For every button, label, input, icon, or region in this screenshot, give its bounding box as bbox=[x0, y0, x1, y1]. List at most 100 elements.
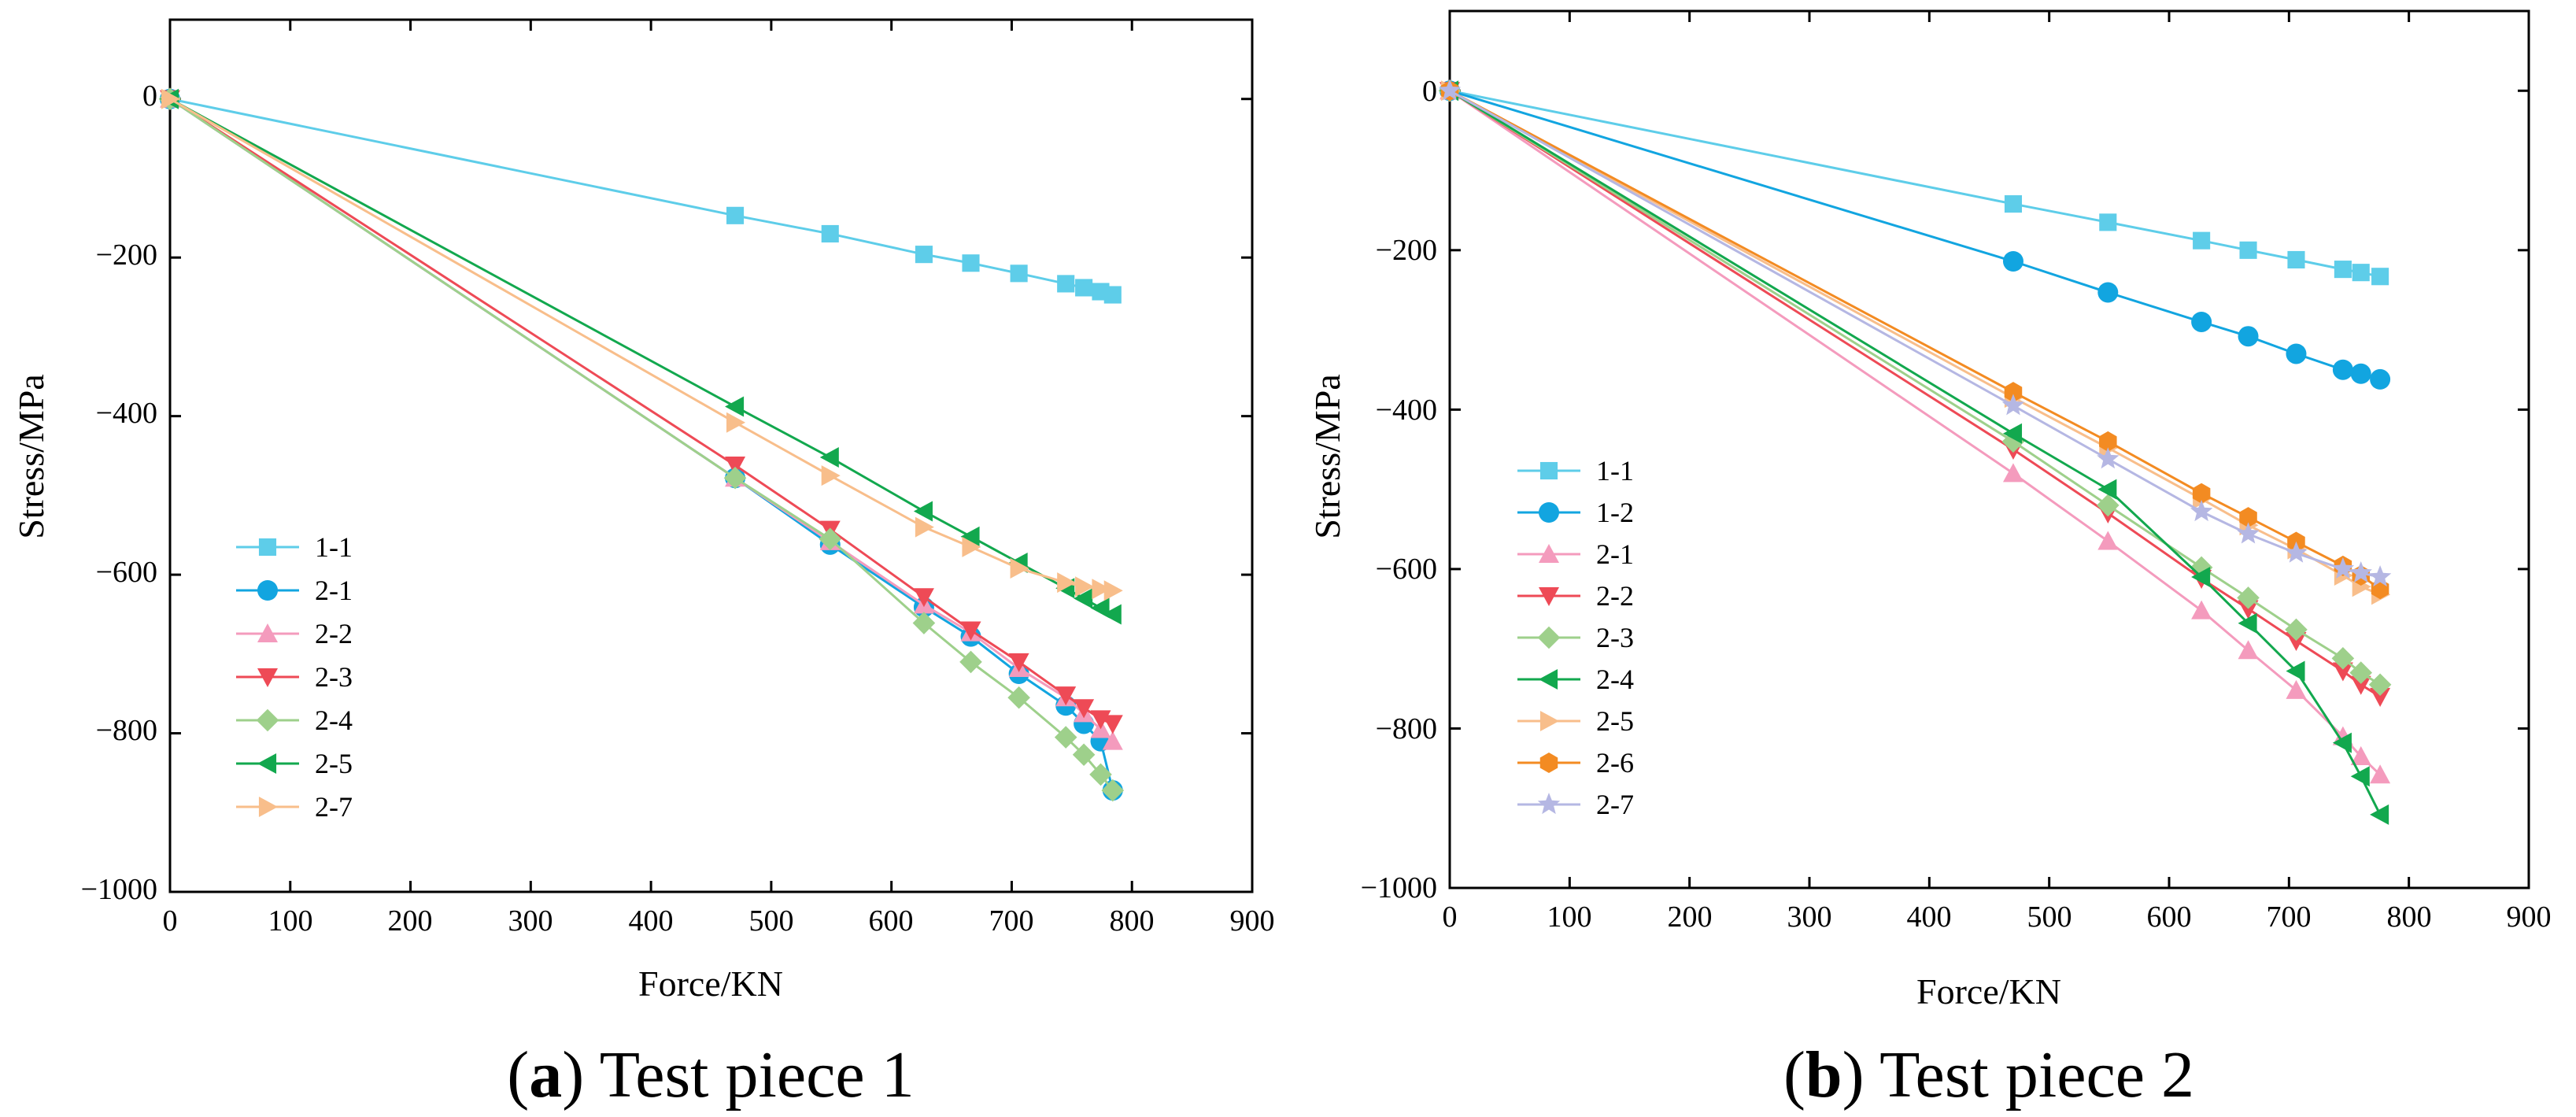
data-point-square-marker bbox=[2371, 268, 2389, 286]
legend: 1-1 1-2 2-1 2-2 2-3 2-4 2-5 2-6 2-7 bbox=[1517, 455, 1634, 820]
data-point-triangle-left-marker bbox=[1102, 604, 1122, 625]
data-point-diamond-marker bbox=[1089, 763, 1112, 786]
series-2-2 bbox=[1440, 82, 2391, 707]
y-tick-label: −400 bbox=[1376, 394, 1437, 427]
x-axis-label: Force/KN bbox=[638, 964, 783, 1004]
data-point-triangle-right-marker bbox=[915, 516, 934, 538]
data-point-triangle-up-marker bbox=[2350, 745, 2371, 765]
data-point-circle-marker bbox=[2370, 368, 2391, 390]
legend-item-2-6: 2-6 bbox=[1517, 747, 1634, 779]
data-point-hexagon-marker bbox=[2099, 431, 2117, 452]
plot-frame bbox=[168, 18, 1254, 893]
y-tick-label: −400 bbox=[96, 397, 157, 430]
data-point-star-marker bbox=[2349, 561, 2372, 583]
series-layer bbox=[1438, 79, 2392, 825]
data-point-triangle-up-marker bbox=[257, 623, 278, 643]
legend-item-2-3: 2-3 bbox=[1517, 622, 1634, 653]
series-2-1 bbox=[1440, 80, 2391, 784]
data-point-square-marker bbox=[1010, 264, 1028, 283]
y-tick-label: −1000 bbox=[81, 873, 157, 906]
data-point-star-marker bbox=[2368, 565, 2392, 587]
data-point-diamond-marker bbox=[1072, 743, 1096, 767]
data-point-diamond-marker bbox=[723, 466, 747, 490]
x-tick-label: 0 bbox=[163, 904, 178, 938]
data-point-triangle-down-marker bbox=[1090, 710, 1111, 730]
data-point-diamond-marker bbox=[2285, 618, 2308, 642]
x-tick-label: 700 bbox=[2267, 901, 2312, 934]
data-point-square-marker bbox=[258, 538, 277, 557]
data-point-triangle-left-marker bbox=[960, 526, 980, 547]
data-point-square-marker bbox=[2193, 231, 2211, 250]
x-tick-label: 200 bbox=[1668, 901, 1713, 934]
data-point-hexagon-marker bbox=[2192, 483, 2211, 504]
caption: (a) Test piece 1 bbox=[507, 1038, 914, 1111]
data-point-triangle-right-marker bbox=[1539, 711, 1559, 731]
data-point-triangle-down-marker bbox=[257, 668, 278, 687]
data-point-triangle-left-marker bbox=[2370, 804, 2389, 825]
legend-item-2-3: 2-3 bbox=[236, 661, 353, 693]
data-point-triangle-right-marker bbox=[1103, 580, 1123, 601]
data-point-triangle-left-marker bbox=[2191, 567, 2211, 588]
x-tick-label: 500 bbox=[749, 904, 794, 938]
data-point-square-marker bbox=[1075, 279, 1093, 297]
data-point-star-marker bbox=[2285, 541, 2308, 563]
series-2-7 bbox=[161, 88, 1123, 601]
data-point-circle-marker bbox=[2191, 311, 2212, 332]
legend: 1-1 2-1 2-2 2-3 2-4 2-5 2-7 bbox=[236, 531, 353, 823]
legend-label: 2-2 bbox=[1596, 580, 1634, 612]
y-tick-label: −800 bbox=[1376, 712, 1437, 745]
data-point-square-marker bbox=[2239, 241, 2257, 259]
data-point-circle-marker bbox=[1539, 502, 1559, 523]
series-2-5 bbox=[160, 88, 1122, 625]
data-point-diamond-marker bbox=[256, 708, 279, 732]
data-point-hexagon-marker bbox=[2004, 382, 2023, 403]
legend-label: 2-7 bbox=[1596, 789, 1634, 820]
data-point-triangle-up-marker bbox=[2097, 531, 2119, 550]
data-point-triangle-down-marker bbox=[913, 588, 934, 608]
data-point-circle-marker bbox=[2002, 250, 2023, 272]
data-point-triangle-left-marker bbox=[2350, 766, 2370, 787]
legend-label: 2-5 bbox=[315, 748, 353, 779]
data-point-diamond-marker bbox=[1007, 686, 1030, 709]
x-tick-label: 100 bbox=[268, 904, 313, 938]
x-tick-label: 600 bbox=[869, 904, 914, 938]
data-point-triangle-down-marker bbox=[1102, 715, 1123, 734]
legend-item-2-2: 2-2 bbox=[1517, 580, 1634, 612]
data-point-star-marker bbox=[2097, 447, 2120, 469]
x-tick-label: 900 bbox=[1230, 904, 1275, 938]
legend-label: 1-2 bbox=[1596, 497, 1634, 528]
legend-label: 2-2 bbox=[315, 618, 353, 649]
legend-item-1-1: 1-1 bbox=[1517, 455, 1634, 486]
panel-a-test-piece-1: 0 −200 −400 −600 −800 −1000 0 100 200 30… bbox=[11, 18, 1275, 1111]
legend-item-2-1: 2-1 bbox=[236, 575, 353, 606]
series-layer bbox=[158, 87, 1125, 802]
data-point-triangle-right-marker bbox=[821, 465, 841, 486]
legend-label: 2-3 bbox=[315, 661, 353, 693]
data-point-square-marker bbox=[2099, 213, 2117, 231]
data-point-triangle-left-marker bbox=[913, 501, 933, 522]
data-point-diamond-marker bbox=[2368, 673, 2392, 697]
data-point-square-marker bbox=[2004, 195, 2023, 213]
data-point-diamond-marker bbox=[959, 650, 982, 674]
data-point-triangle-up-marker bbox=[2191, 600, 2212, 620]
data-point-triangle-left-marker bbox=[2097, 479, 2117, 500]
data-point-triangle-left-marker bbox=[1539, 669, 1558, 690]
data-point-triangle-down-marker bbox=[1008, 653, 1029, 672]
axis-ticks bbox=[1448, 11, 2530, 890]
data-point-square-marker bbox=[821, 224, 839, 243]
data-point-star-marker bbox=[2001, 394, 2025, 416]
data-point-triangle-right-marker bbox=[1092, 579, 1111, 600]
x-tick-label: 900 bbox=[2507, 901, 2552, 934]
legend-item-2-7: 2-7 bbox=[1517, 789, 1634, 820]
data-point-triangle-right-marker bbox=[1010, 558, 1029, 579]
x-tick-label: 200 bbox=[388, 904, 433, 938]
legend-label: 1-1 bbox=[315, 531, 353, 563]
legend-label: 2-6 bbox=[1596, 747, 1634, 779]
y-axis-label: Stress/MPa bbox=[1307, 374, 1347, 539]
x-tick-label: 800 bbox=[2387, 901, 2432, 934]
data-point-square-marker bbox=[2352, 264, 2370, 282]
legend-item-2-5: 2-5 bbox=[236, 748, 353, 779]
series-line bbox=[1449, 90, 2382, 776]
legend-label: 2-4 bbox=[315, 705, 353, 736]
data-point-star-marker bbox=[2190, 500, 2213, 522]
